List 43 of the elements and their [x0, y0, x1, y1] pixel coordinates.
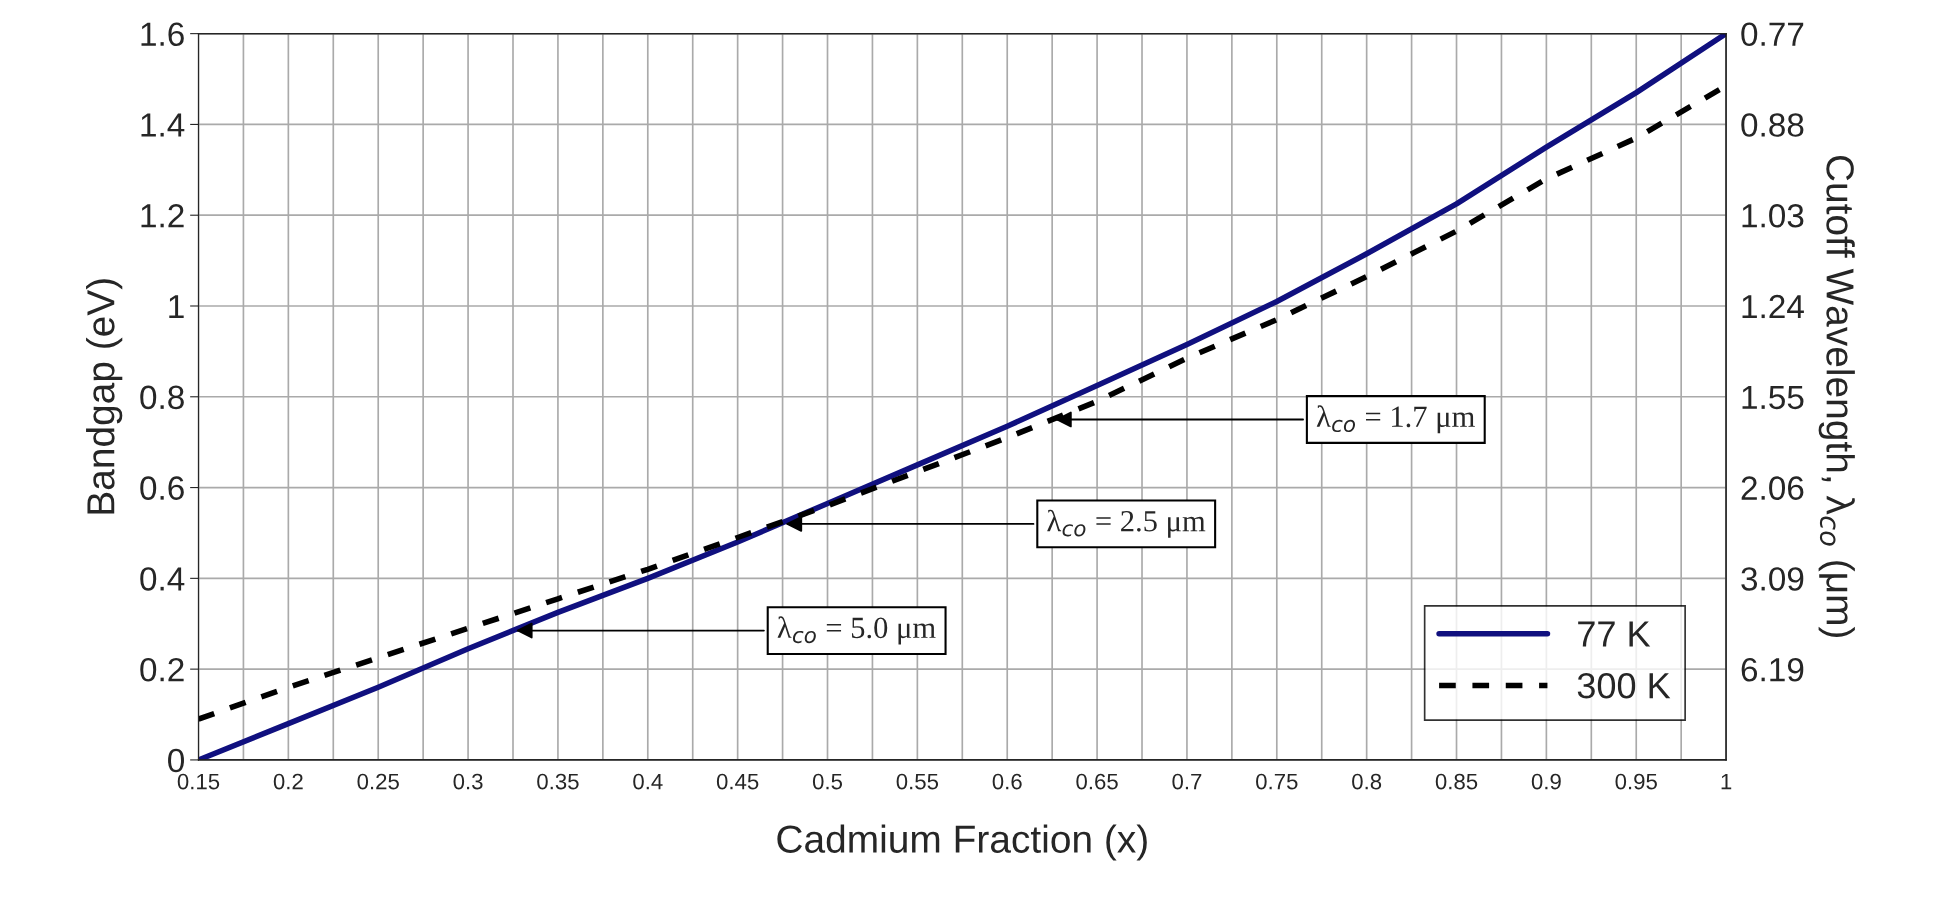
x-tick-label: 1 — [1721, 773, 1732, 790]
x-tick-label: 0.65 — [1076, 773, 1118, 790]
x-tick-label: 0.75 — [1256, 773, 1298, 790]
y-tick-label: 1.2 — [141, 204, 184, 228]
y-tick-label: 1 — [169, 295, 184, 319]
y-tick-label: 0.2 — [140, 657, 184, 682]
y-tick-label: 1.4 — [141, 113, 185, 137]
category-label: 3.09 — [1741, 567, 1804, 591]
category-label: 6.19 — [1741, 657, 1804, 682]
category-label: 1.55 — [1742, 385, 1804, 410]
annotation: λ$_{co}$ = 1.7 μm — [1316, 405, 1475, 434]
annotation: λ$_{co}$ = 2.5 μm — [1047, 509, 1206, 538]
x-tick-label: 0.8 — [1352, 773, 1382, 790]
legend-label: 300 K — [1577, 672, 1671, 699]
x-tick-label: 0.4 — [633, 773, 663, 790]
x-tick-label: 0.15 — [177, 773, 220, 790]
category-label: 0.77 — [1741, 22, 1804, 47]
y-tick-label: 0 — [168, 748, 184, 773]
x-tick-label: 0.3 — [453, 773, 483, 790]
category-label: 1.03 — [1742, 204, 1804, 228]
x-tick-label: 0.35 — [537, 773, 579, 790]
x-tick-label: 0.6 — [992, 773, 1022, 790]
x-tick-label: 0.45 — [716, 773, 759, 790]
category-label: 2.06 — [1741, 476, 1804, 500]
x-axis-title: Cadmium Fraction (x) — [777, 824, 1147, 861]
y-tick-label: 0.4 — [140, 567, 185, 591]
y-tick-label: 0.8 — [140, 385, 184, 410]
x-tick-label: 0.9 — [1531, 773, 1561, 790]
x-tick-label: 0.55 — [896, 773, 939, 790]
x-tick-label: 0.85 — [1435, 773, 1478, 790]
y-axis-title: Bandgap (eV) — [86, 279, 123, 514]
x-tick-label: 0.5 — [812, 773, 843, 790]
annotation: λ$_{co}$ = 5.0 μm — [777, 616, 936, 645]
x-tick-label: 0.7 — [1172, 773, 1202, 790]
legend-label: 77 K — [1578, 621, 1651, 647]
category-label: 1.24 — [1742, 294, 1804, 319]
x-tick-label: 0.2 — [273, 773, 303, 790]
x-tick-label: 0.95 — [1615, 773, 1657, 790]
y-tick-label: 0.6 — [140, 476, 184, 500]
category-label: 0.88 — [1741, 113, 1804, 137]
y2-axis-title: Cutoff Wavelength, λ$_{co}$ (μm) — [1818, 155, 1855, 638]
y-tick-label: 1.6 — [141, 22, 184, 47]
x-tick-label: 0.25 — [357, 773, 399, 790]
